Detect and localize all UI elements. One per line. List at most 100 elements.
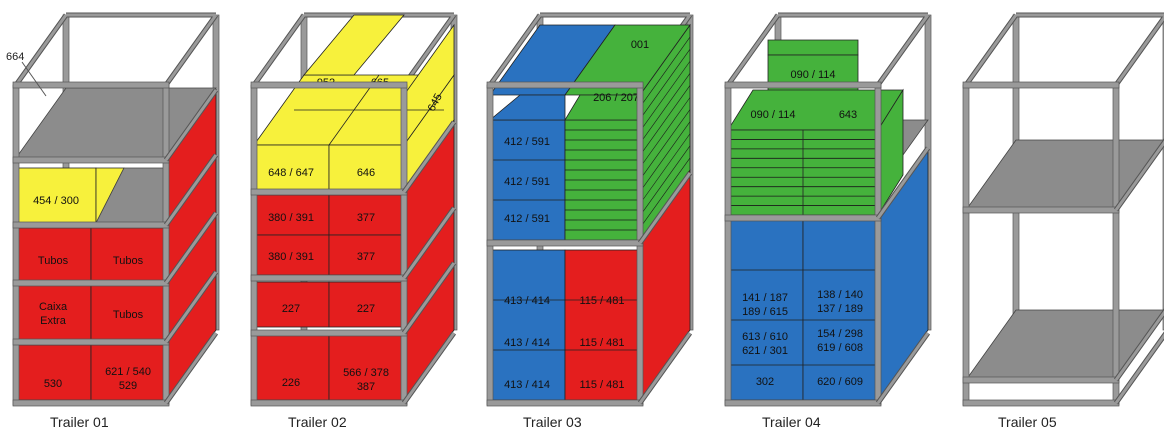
frame-beam [12, 81, 170, 89]
cargo-label: 643 [839, 109, 857, 121]
frame-beam [402, 262, 456, 334]
frame-beam [1114, 140, 1164, 211]
layer-line [639, 97, 691, 168]
frame-beam [486, 239, 644, 247]
frame-post [162, 84, 170, 406]
cargo-box [328, 334, 405, 401]
frame-post [874, 84, 882, 406]
frame-beam [962, 399, 1120, 407]
layer-line [639, 61, 691, 132]
layer-line [639, 121, 691, 192]
cargo-box [15, 167, 97, 224]
frame-beam [962, 81, 1120, 89]
cargo-label: 413 / 414 [504, 379, 550, 391]
cargo-label: Tubos [38, 255, 69, 267]
cargo-label: 115 / 481 [579, 295, 624, 307]
cargo-box [727, 219, 804, 401]
layer-line [639, 109, 691, 180]
cargo-box [489, 249, 566, 401]
cargo-box [488, 94, 566, 121]
cargo-top [767, 39, 859, 56]
cargo-label: 648 / 647 [268, 167, 314, 179]
cargo-box [253, 281, 330, 328]
cargo-top [303, 14, 405, 76]
frame-beam [12, 338, 170, 346]
cargo-label: 115 / 481 [579, 337, 624, 349]
cargo-box [253, 144, 330, 191]
frame-beam [250, 329, 408, 337]
trailer-05 [962, 12, 1164, 407]
frame-beam [876, 147, 930, 219]
frame-beam [724, 81, 882, 89]
cargo-box [15, 344, 92, 401]
frame-beam [12, 399, 170, 407]
cargo-label: 412 / 591 [504, 176, 550, 188]
cargo-label: 413 / 414 [504, 337, 550, 349]
cargo-label: 226 [282, 377, 300, 389]
frame-beam [164, 154, 218, 226]
layer-line [639, 145, 691, 217]
cargo-label: 530 [44, 378, 62, 390]
cargo-label: Caixa [39, 301, 68, 313]
cargo-label: 154 / 298 [817, 328, 863, 340]
frame-beam [12, 279, 170, 287]
cargo-box [328, 234, 405, 276]
frame-post [962, 84, 970, 406]
frame-beam [12, 156, 170, 164]
frame-beam [1114, 310, 1164, 381]
trailer-03-caption: Trailer 03 [523, 414, 582, 430]
frame-beam [876, 332, 930, 404]
frame-beam [402, 207, 456, 279]
frame-beam [486, 399, 644, 407]
trailer-04-caption: Trailer 04 [762, 414, 821, 430]
cargo-label: 412 / 591 [504, 213, 550, 225]
frame-beam [1114, 333, 1164, 404]
frame-post [1112, 84, 1120, 406]
frame-rail [14, 13, 218, 86]
cargo-label: 227 [357, 303, 375, 315]
cargo-label: 141 / 187 [742, 292, 788, 304]
cargo-label: Tubos [113, 255, 144, 267]
layer-line [639, 85, 691, 156]
trailer-01-caption: Trailer 01 [50, 414, 109, 430]
frame-post [400, 84, 408, 406]
cargo-label: 529 [119, 380, 137, 392]
trailer-03: 001 206 / 207 412 / 591 412 / 591 412 / 591 4… [486, 12, 694, 407]
trailer-04: 090 / 114 090 / 114 643 141 / 187 189 / 615 1… [724, 12, 932, 407]
cargo-label: 613 / 610 [742, 331, 788, 343]
trailer-loading-diagram: 454 / 300 Tubos Tubos Caixa Extra Tubos 530 621… [6, 12, 1164, 407]
frame-beam [164, 271, 218, 343]
frame-beam [638, 172, 692, 244]
frame-rail [964, 13, 1164, 86]
frame-beam [402, 332, 456, 404]
frame-rail [963, 12, 1164, 87]
cargo-label: 115 / 481 [579, 379, 624, 391]
frame-beam [724, 214, 882, 222]
cargo-label: 621 / 540 [105, 366, 151, 378]
frame-post [724, 84, 732, 406]
cargo-label: 227 [282, 303, 300, 315]
frame-beam [250, 274, 408, 282]
cargo-box [328, 144, 405, 191]
callout-664: 664 [6, 51, 47, 97]
cargo-label: 377 [357, 251, 375, 263]
trailer-05-caption: Trailer 05 [998, 414, 1057, 430]
cargo-label: 454 / 300 [33, 195, 79, 207]
cargo-box [253, 334, 330, 401]
frame-beam [962, 206, 1120, 214]
cargo-label: 302 [756, 376, 774, 388]
frame-beam [250, 81, 408, 89]
shelf-bottom [965, 309, 1164, 381]
cargo-label: 413 / 414 [504, 295, 550, 307]
frame-beam [164, 332, 218, 404]
cargo-label: 380 / 391 [268, 251, 314, 263]
cargo-label: 138 / 140 [817, 289, 863, 301]
frame-post [12, 84, 20, 406]
callout-label: 664 [6, 51, 24, 63]
frame-beam [724, 399, 882, 407]
frame-beam [962, 376, 1120, 384]
frame-post [250, 84, 258, 406]
cargo-label: 377 [357, 212, 375, 224]
cargo-label: 619 / 608 [817, 342, 863, 354]
